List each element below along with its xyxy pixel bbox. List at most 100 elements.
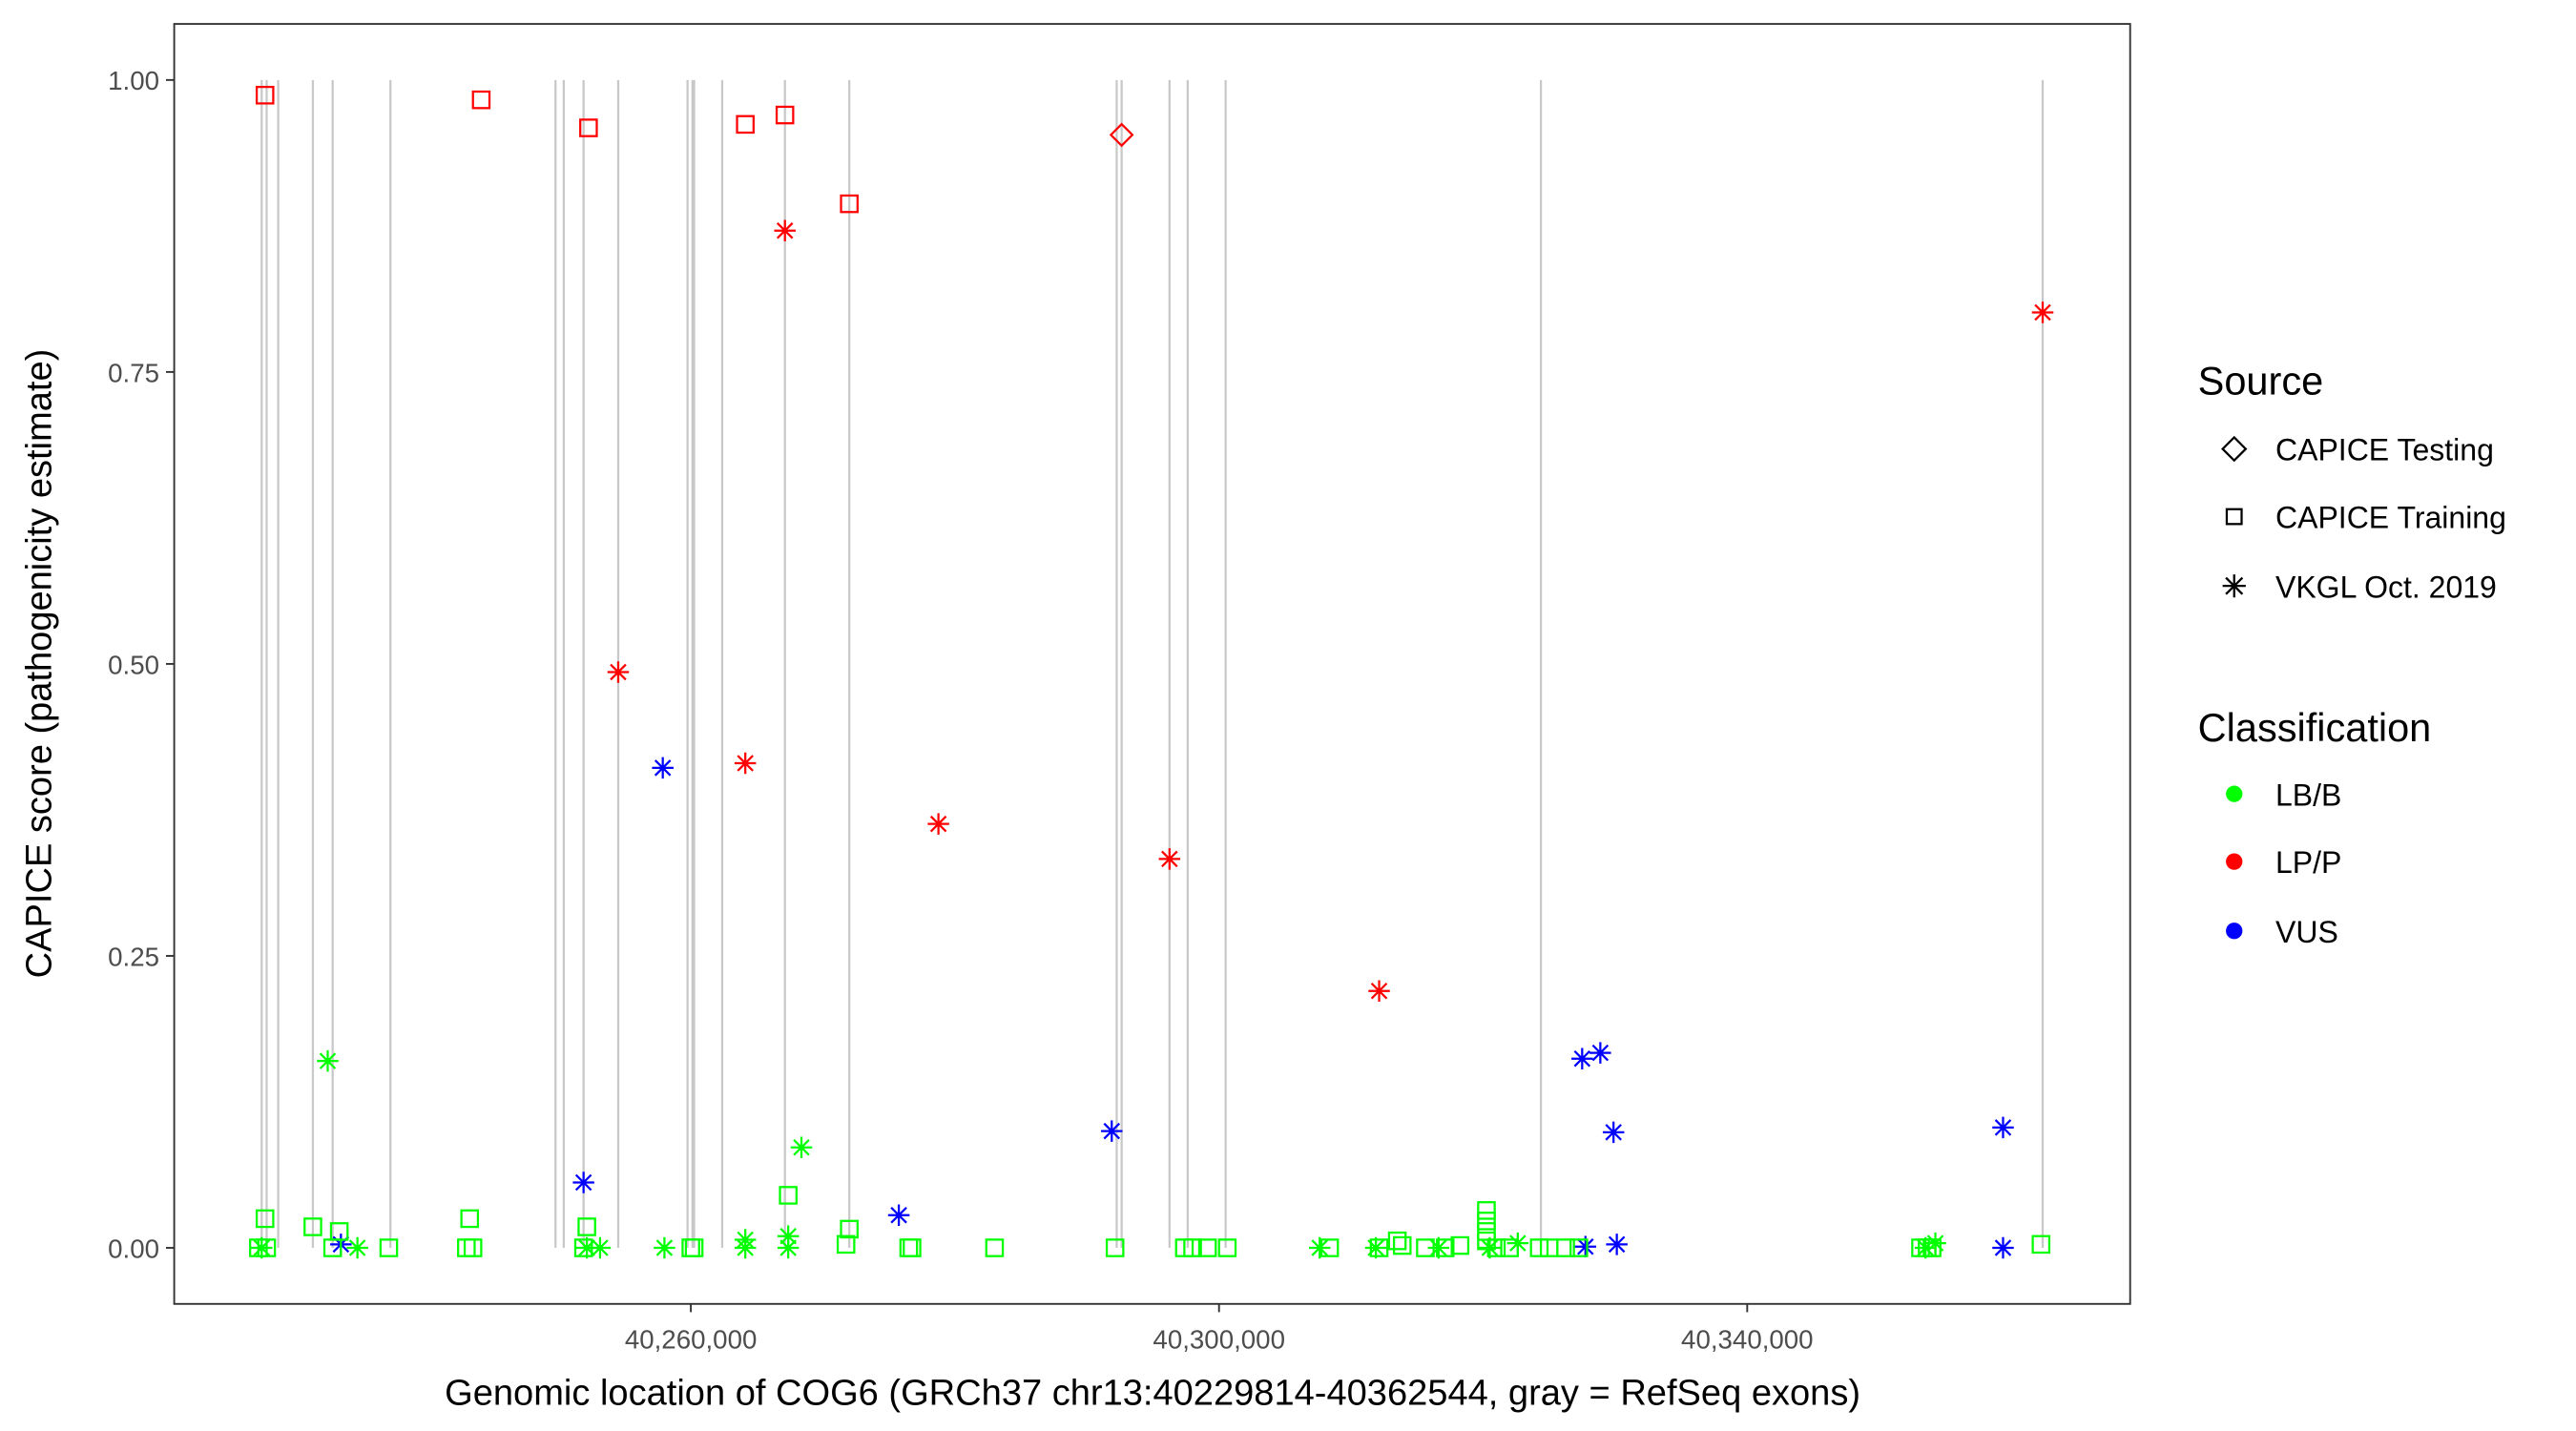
point-vkgl	[572, 1172, 594, 1193]
y-tick-label: 0.00	[108, 1234, 159, 1263]
x-tick-label: 40,260,000	[625, 1324, 758, 1354]
point-training	[1500, 1238, 1519, 1257]
point-vkgl	[777, 1236, 800, 1259]
point-training	[985, 1238, 1005, 1257]
point-vkgl	[251, 1236, 273, 1259]
point-training	[1217, 1238, 1237, 1257]
legend-label: LP/P	[2275, 845, 2341, 880]
y-axis: 0.00 0.25 0.50 0.75 1.00	[108, 66, 175, 1263]
point-training	[1392, 1235, 1412, 1255]
point-vkgl	[1602, 1121, 1625, 1144]
point-training	[1450, 1235, 1470, 1255]
point-training	[255, 85, 275, 105]
point-vkgl	[1364, 1236, 1387, 1259]
point-training	[1922, 1238, 1942, 1257]
point-training	[1529, 1238, 1549, 1257]
point-training	[1486, 1238, 1506, 1257]
y-axis-title: CAPICE score (pathogenicity estimate)	[20, 349, 60, 979]
point-vkgl	[774, 219, 796, 242]
point-training	[573, 1238, 593, 1257]
point-training	[1556, 1238, 1575, 1257]
dot-icon	[2226, 785, 2243, 802]
diamond-icon	[2221, 435, 2248, 463]
legend-item-vus: VUS	[2226, 915, 2338, 949]
point-training	[1477, 1201, 1496, 1220]
point-training	[1569, 1238, 1589, 1257]
asterisk-icon	[2222, 574, 2246, 598]
square-icon	[2225, 508, 2243, 526]
legend: Source CAPICE Testing CAPICE Training VK…	[2198, 359, 2506, 949]
point-training	[779, 1186, 798, 1205]
data-points	[249, 85, 2054, 1259]
point-training	[379, 1238, 399, 1257]
point-training	[840, 194, 859, 214]
point-training	[463, 1238, 483, 1257]
legend-item-lbb: LB/B	[2226, 778, 2341, 812]
point-training	[1416, 1238, 1435, 1257]
point-vkgl	[1606, 1234, 1628, 1255]
point-training	[2031, 1234, 2051, 1255]
legend-label: VUS	[2275, 915, 2338, 949]
point-training	[1105, 1238, 1125, 1257]
legend-label: CAPICE Training	[2275, 501, 2506, 535]
point-training	[460, 1209, 480, 1229]
point-training	[471, 90, 491, 110]
point-training	[257, 1238, 277, 1257]
point-training	[579, 118, 598, 137]
dot-icon	[2226, 923, 2243, 940]
point-training	[577, 1217, 596, 1236]
x-axis: 40,260,000 40,300,000 40,340,000	[625, 1303, 1814, 1354]
y-tick-label: 0.75	[108, 358, 159, 387]
point-training	[322, 1238, 343, 1257]
legend-item-vkgl: VKGL Oct. 2019	[2222, 570, 2497, 604]
point-vkgl	[1479, 1236, 1501, 1259]
y-tick-label: 1.00	[108, 66, 159, 95]
point-vkgl	[654, 1236, 675, 1259]
point-vkgl	[1914, 1236, 1937, 1259]
point-training	[840, 1219, 859, 1239]
point-training	[775, 105, 795, 125]
point-training	[1477, 1231, 1496, 1251]
point-vkgl	[1992, 1116, 2014, 1139]
legend-classification-title: Classification	[2198, 705, 2432, 750]
point-training	[1477, 1222, 1496, 1241]
y-tick-label: 0.25	[108, 942, 159, 971]
point-training	[1369, 1238, 1389, 1257]
point-training	[1319, 1238, 1340, 1257]
point-training	[1197, 1238, 1217, 1257]
point-vkgl	[777, 1225, 800, 1248]
point-vkgl	[790, 1136, 813, 1158]
legend-item-capice-testing: CAPICE Testing	[2221, 433, 2494, 467]
point-vkgl	[1571, 1047, 1593, 1069]
point-vkgl	[1427, 1236, 1450, 1259]
legend-source-title: Source	[2198, 359, 2324, 404]
legend-label: VKGL Oct. 2019	[2275, 570, 2497, 604]
legend-label: CAPICE Testing	[2275, 433, 2494, 467]
point-vkgl	[317, 1049, 339, 1072]
point-vkgl	[346, 1236, 368, 1259]
legend-label: LB/B	[2275, 778, 2341, 812]
point-vkgl	[652, 757, 674, 779]
point-training	[736, 114, 755, 135]
point-vkgl	[734, 1236, 757, 1259]
point-vkgl	[1368, 980, 1390, 1002]
point-training	[1435, 1238, 1455, 1257]
legend-item-capice-training: CAPICE Training	[2225, 501, 2506, 535]
dot-icon	[2226, 853, 2243, 870]
point-training	[684, 1238, 704, 1257]
point-training	[1183, 1238, 1202, 1257]
point-vkgl	[1574, 1235, 1597, 1258]
point-vkgl	[1308, 1236, 1331, 1259]
point-vkgl	[887, 1204, 910, 1226]
legend-item-lpp: LP/P	[2226, 845, 2341, 880]
point-vkgl	[1992, 1236, 2014, 1259]
point-vkgl	[927, 813, 949, 835]
plot-panel-border	[173, 23, 2131, 1305]
point-vkgl	[2031, 301, 2054, 323]
x-tick-label: 40,340,000	[1681, 1324, 1814, 1354]
point-training	[1387, 1231, 1407, 1251]
point-training	[836, 1234, 856, 1255]
point-vkgl	[575, 1236, 598, 1259]
